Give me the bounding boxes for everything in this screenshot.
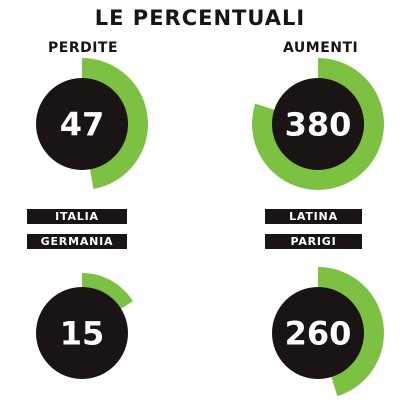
tag-latina: LATINA: [265, 209, 362, 224]
gauge-circle-latina: [272, 78, 364, 170]
tag-germania: GERMANIA: [27, 234, 127, 249]
tag-parigi: PARIGI: [265, 234, 362, 249]
gauge-circle-parigi: [272, 287, 364, 379]
gauge-circle-germania: [36, 287, 128, 379]
gauge-italia: 47: [36, 58, 149, 189]
gauge-parigi: 260: [272, 267, 385, 397]
gauge-latina: 380: [252, 58, 385, 190]
label-aumenti: AUMENTI: [283, 40, 359, 56]
gauge-value-germania: 15: [60, 315, 105, 353]
gauge-value-italia: 47: [60, 106, 105, 144]
gauge-value-latina: 380: [285, 106, 352, 144]
gauge-circle-italia: [36, 78, 128, 170]
gauge-germania: 15: [36, 273, 133, 379]
tag-italia: ITALIA: [27, 209, 127, 224]
gauge-value-parigi: 260: [285, 315, 352, 353]
page-title: LE PERCENTUALI: [94, 6, 306, 30]
label-perdite: PERDITE: [48, 40, 119, 56]
